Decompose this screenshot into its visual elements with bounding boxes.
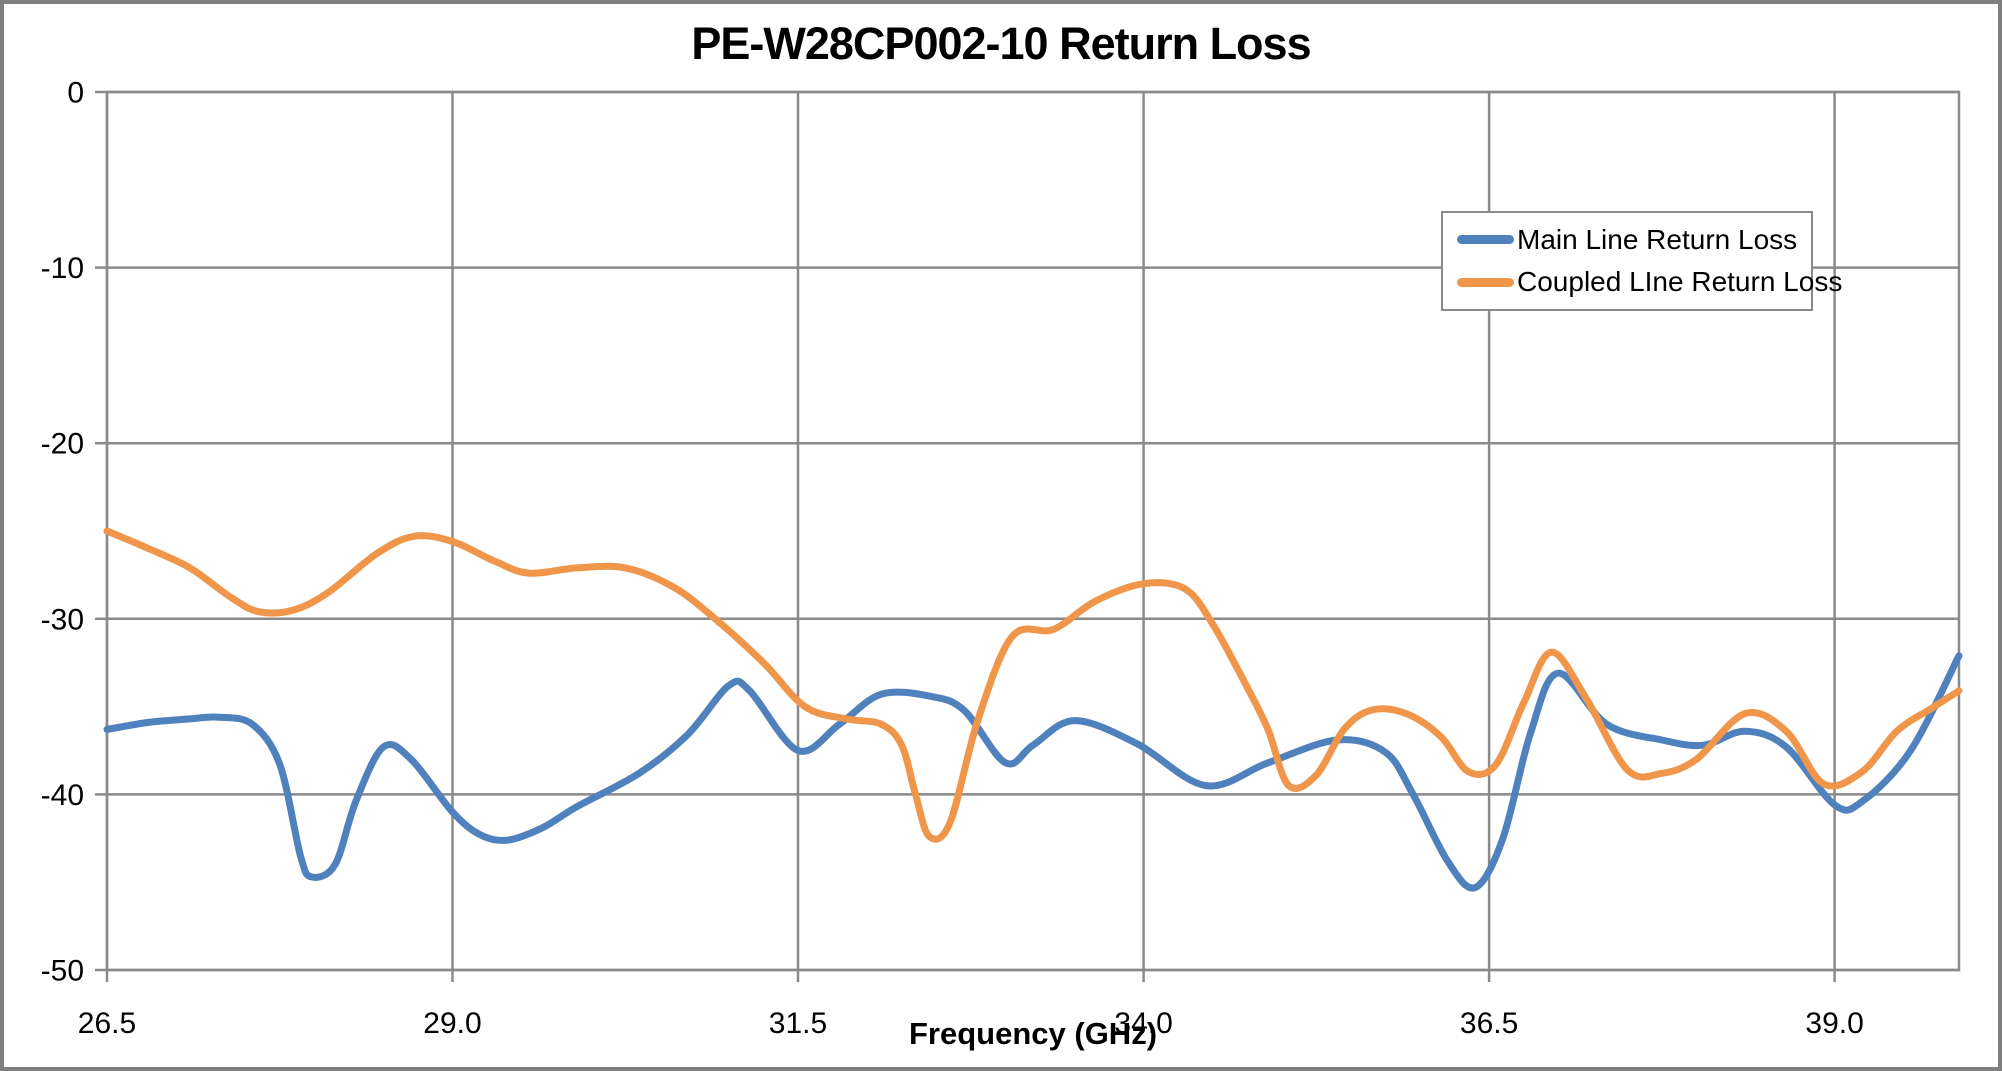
series-curve-0 <box>103 652 1963 892</box>
y-tick-label: 0 <box>67 77 84 110</box>
y-tick-label: -40 <box>41 779 84 812</box>
legend-item-main-line: Main Line Return Loss <box>1457 224 1811 256</box>
x-tick-label: 36.5 <box>1460 1007 1518 1040</box>
chart-title: PE-W28CP002-10 Return Loss <box>691 18 1311 69</box>
coupled-line-swatch <box>1457 277 1514 287</box>
coupled-line-label: Coupled LIne Return Loss <box>1517 266 1843 298</box>
x-tick-label: 39.0 <box>1805 1007 1863 1040</box>
x-tick-label: 26.5 <box>78 1007 136 1040</box>
y-tick-label: -50 <box>41 955 84 988</box>
legend-item-coupled-line: Coupled LIne Return Loss <box>1457 266 1842 298</box>
plot-area: 26.5 29.0 31.5 34.0 36.5 39.0 0 -10 -20 -30 -40 -50 <box>41 77 1963 1040</box>
series-curve-1 <box>103 527 1963 843</box>
legend: Main Line Return Loss Coupled LIne Retur… <box>1441 211 1842 311</box>
x-tick-label: 34.0 <box>1114 1007 1172 1040</box>
x-tick-label: 31.5 <box>769 1007 827 1040</box>
x-axis-title: Frequency (GHz) <box>908 1016 1158 1051</box>
x-tick-label: 29.0 <box>423 1007 481 1040</box>
main-line-swatch <box>1457 235 1514 245</box>
y-tick-label: -20 <box>41 428 84 461</box>
y-tick-label: -30 <box>41 603 84 636</box>
y-tick-label: -10 <box>41 252 84 285</box>
main-line-label: Main Line Return Loss <box>1517 223 1798 255</box>
